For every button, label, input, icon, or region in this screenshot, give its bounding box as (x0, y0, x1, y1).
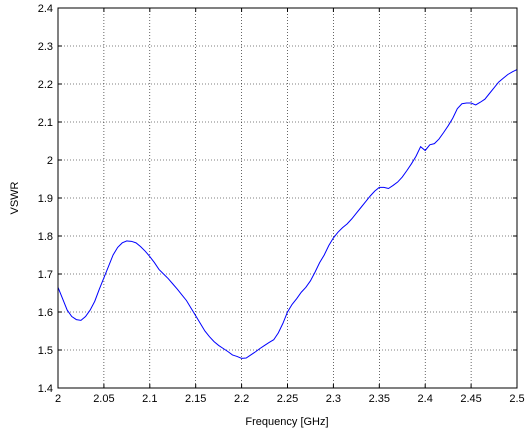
x-tick-label: 2 (55, 393, 61, 405)
x-tick-label: 2.45 (460, 393, 481, 405)
x-tick-label: 2.5 (509, 393, 524, 405)
y-tick-label: 2.1 (38, 117, 53, 129)
y-tick-label: 2.4 (38, 3, 53, 15)
y-tick-label: 1.4 (38, 383, 53, 395)
x-tick-label: 2.35 (369, 393, 390, 405)
y-tick-labels: 1.4 1.5 1.6 1.7 1.8 1.9 2 2.1 2.2 2.3 2.4 (38, 3, 53, 395)
x-tick-label: 2.15 (185, 393, 206, 405)
x-tick-label: 2.05 (93, 393, 114, 405)
y-tick-label: 2.2 (38, 79, 53, 91)
x-tick-labels: 2 2.05 2.1 2.15 2.2 2.25 2.3 2.35 2.4 2.45 2.5 (55, 393, 525, 405)
x-tick-label: 2.2 (234, 393, 249, 405)
y-tick-label: 1.5 (38, 345, 53, 357)
x-tick-label: 2.1 (142, 393, 157, 405)
plot-area-frame (57, 7, 518, 389)
y-tick-label: 1.8 (38, 231, 53, 243)
y-tick-label: 1.7 (38, 269, 53, 281)
y-axis-label: VSWR (9, 181, 21, 214)
x-axis-label: Frequency [GHz] (245, 416, 328, 428)
x-tick-label: 2.25 (277, 393, 298, 405)
y-tick-label: 1.6 (38, 307, 53, 319)
vswr-series-line (57, 69, 518, 359)
y-tick-label: 2 (47, 155, 53, 167)
y-tick-label: 2.3 (38, 41, 53, 53)
x-tick-label: 2.3 (326, 393, 341, 405)
x-tick-label: 2.4 (418, 393, 433, 405)
y-tick-label: 1.9 (38, 193, 53, 205)
